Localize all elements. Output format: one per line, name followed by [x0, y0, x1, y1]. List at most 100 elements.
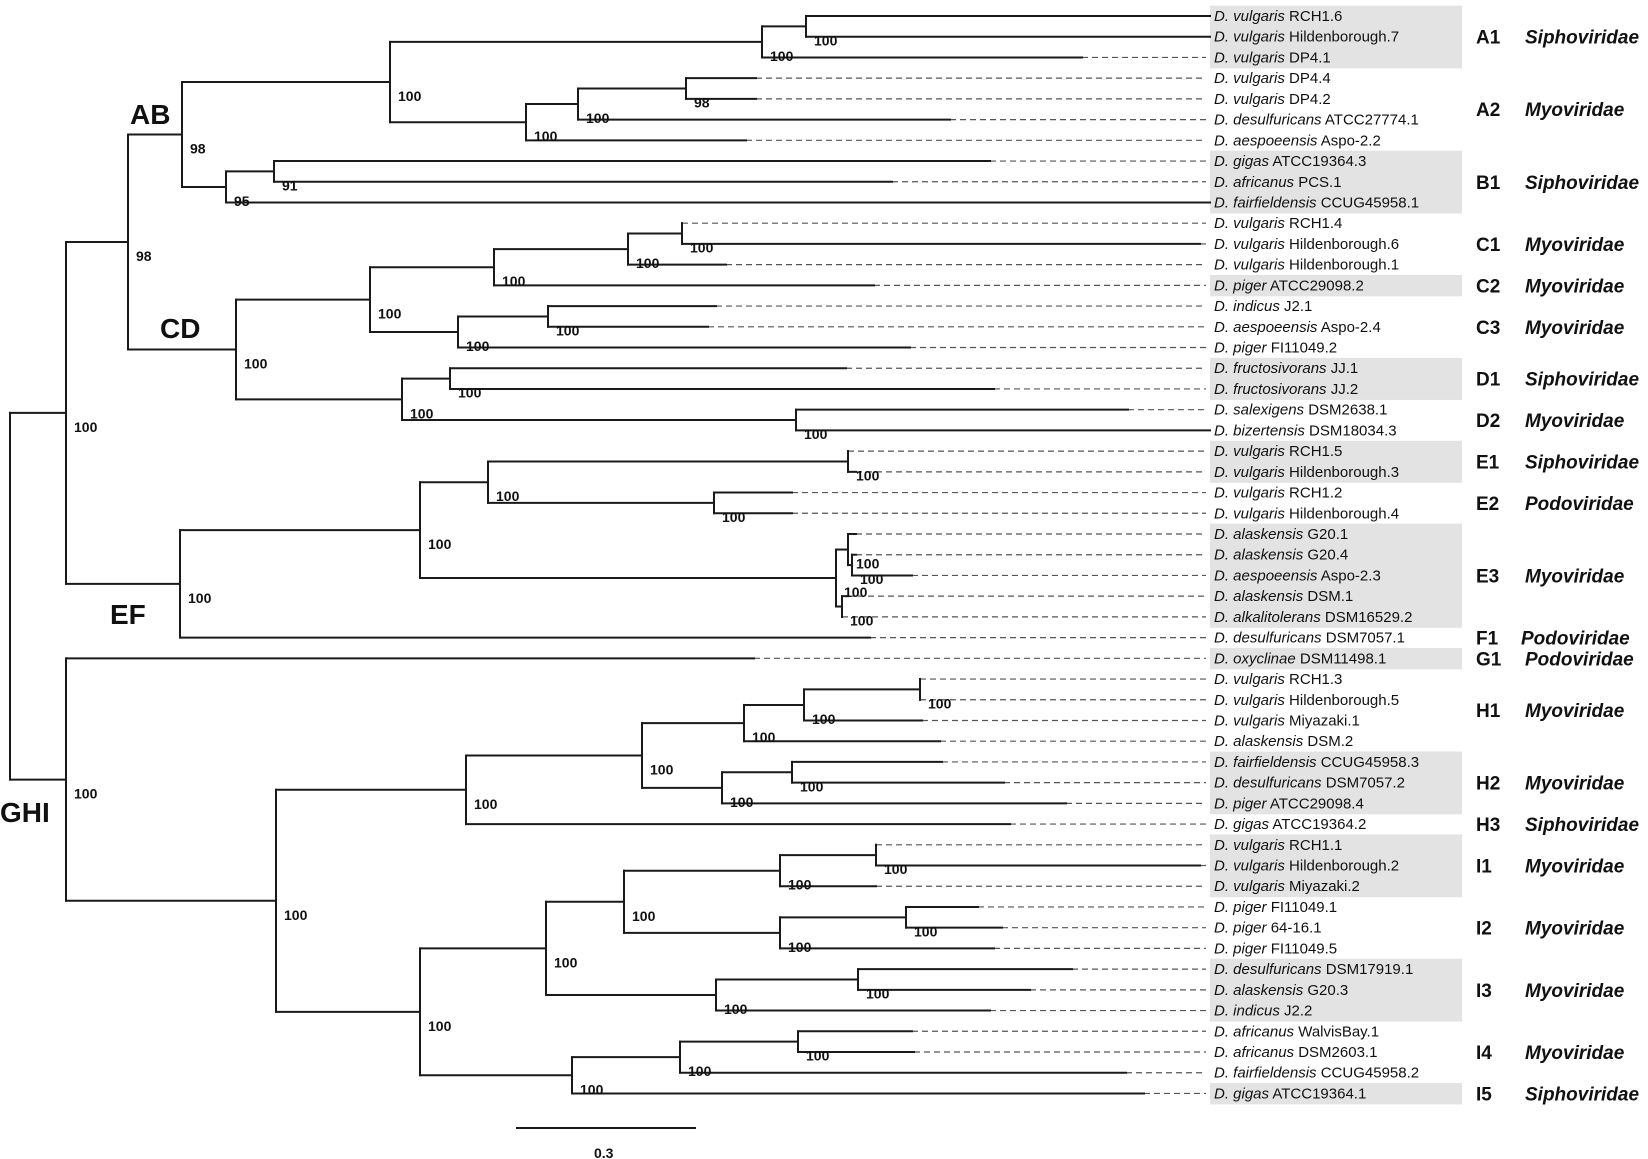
taxon-label: D. alaskensis DSM.1 — [1214, 588, 1353, 605]
family-name: Siphoviridae — [1525, 452, 1639, 473]
taxon-label: D. vulgaris Hildenborough.1 — [1214, 257, 1399, 274]
highlight-band — [1210, 772, 1462, 794]
bootstrap-value: 100 — [554, 954, 578, 970]
bootstrap-value: 100 — [466, 338, 490, 354]
taxon-label: D. indicus J2.2 — [1214, 1003, 1312, 1020]
taxon-label: D. bizertensis DSM18034.3 — [1214, 422, 1397, 439]
taxon-label: D. fairfieldensis CCUG45958.1 — [1214, 194, 1419, 211]
bootstrap-value: 100 — [410, 405, 434, 421]
family-name: Myoviridae — [1525, 276, 1625, 297]
taxon-label: D. fructosivorans JJ.1 — [1214, 360, 1358, 377]
family-name: Myoviridae — [1525, 318, 1625, 339]
taxon-label: D. vulgaris Hildenborough.3 — [1214, 464, 1399, 481]
group-code: I3 — [1476, 981, 1492, 1002]
bootstrap-value: 100 — [856, 556, 880, 572]
bootstrap-value: 100 — [458, 385, 482, 401]
group-code: C1 — [1476, 235, 1501, 256]
taxon-label: D. vulgaris DP4.4 — [1214, 70, 1331, 87]
bootstrap-value: 100 — [860, 571, 884, 587]
taxon-label: D. vulgaris Hildenborough.2 — [1214, 858, 1399, 875]
family-name: Siphoviridae — [1525, 28, 1639, 49]
highlight-band — [1210, 192, 1462, 214]
highlight-band — [1210, 26, 1462, 48]
highlight-band — [1210, 834, 1462, 856]
bootstrap-value: 100 — [188, 590, 212, 606]
family-name: Myoviridae — [1525, 235, 1625, 256]
family-name: Myoviridae — [1525, 857, 1625, 878]
group-code: H1 — [1476, 701, 1501, 722]
highlight-band — [1210, 793, 1462, 815]
highlight-band — [1210, 979, 1462, 1001]
highlight-band — [1210, 958, 1462, 981]
group-code: B1 — [1476, 173, 1501, 194]
taxon-label: D. vulgaris RCH1.5 — [1214, 443, 1342, 460]
highlight-band — [1210, 875, 1462, 898]
group-code: E1 — [1476, 452, 1500, 473]
taxon-label: D. fructosivorans JJ.2 — [1214, 381, 1358, 398]
taxon-label: D. vulgaris RCH1.3 — [1214, 671, 1342, 688]
bootstrap-value: 100 — [788, 939, 812, 955]
group-code: F1 — [1476, 629, 1499, 650]
scale-bar-label: 0.3 — [594, 1145, 614, 1159]
taxon-label: D. piger FI11049.1 — [1214, 899, 1337, 916]
taxon-label: D. vulgaris Hildenborough.4 — [1214, 505, 1399, 522]
family-name: Myoviridae — [1525, 411, 1625, 432]
bootstrap-value: 100 — [474, 796, 498, 812]
family-name: Podoviridae — [1525, 649, 1634, 670]
group-code: C3 — [1476, 318, 1500, 339]
taxon-label: D. desulfuricans DSM7057.2 — [1214, 775, 1405, 792]
taxon-label: D. desulfuricans ATCC27774.1 — [1214, 112, 1419, 129]
taxon-label: D. oxyclinae DSM11498.1 — [1214, 650, 1386, 667]
highlight-band — [1210, 585, 1462, 608]
taxon-label: D. vulgaris DP4.2 — [1214, 91, 1331, 108]
bootstrap-value: 100 — [814, 32, 838, 48]
taxon-label: D. africanus PCS.1 — [1214, 174, 1342, 191]
taxon-label: D. gigas ATCC19364.1 — [1214, 1085, 1366, 1102]
bootstrap-value: 100 — [730, 794, 754, 810]
bootstrap-value: 100 — [722, 509, 746, 525]
bootstrap-value: 100 — [244, 355, 268, 371]
family-name: Myoviridae — [1525, 566, 1625, 587]
taxon-label: D. alkalitolerans DSM16529.2 — [1214, 609, 1412, 626]
taxon-label: D. aespoeensis Aspo-2.3 — [1214, 567, 1381, 584]
bootstrap-value: 100 — [914, 923, 938, 939]
bootstrap-value: 100 — [74, 786, 98, 802]
group-code: H2 — [1476, 774, 1500, 795]
taxon-label: D. vulgaris Hildenborough.5 — [1214, 692, 1399, 709]
bootstrap-value: 98 — [136, 248, 152, 264]
taxon-label: D. vulgaris RCH1.6 — [1214, 8, 1342, 25]
group-code: I2 — [1476, 919, 1492, 940]
taxon-label: D. fairfieldensis CCUG45958.3 — [1214, 754, 1419, 771]
group-labels: A1 Siphoviridae A2 Myoviridae B1 Siphoviridae… — [1476, 28, 1639, 1106]
bootstrap-value: 91 — [282, 177, 298, 193]
bootstrap-value: 98 — [694, 95, 710, 111]
bootstrap-value: 100 — [502, 273, 526, 289]
group-code: E3 — [1476, 566, 1499, 587]
bootstrap-value: 100 — [788, 877, 812, 893]
family-name: Siphoviridae — [1525, 370, 1639, 391]
bootstrap-value: 100 — [812, 711, 836, 727]
highlight-band — [1210, 378, 1462, 400]
bootstrap-value: 100 — [580, 1081, 604, 1097]
group-code: I1 — [1476, 857, 1492, 878]
highlight-band — [1210, 150, 1462, 172]
bootstrap-value: 100 — [74, 419, 98, 435]
highlight-band — [1210, 5, 1462, 27]
bootstrap-value: 100 — [770, 48, 794, 64]
bootstrap-value: 100 — [496, 488, 520, 504]
bootstrap-value: 100 — [428, 536, 452, 552]
taxon-label: D. vulgaris RCH1.1 — [1214, 837, 1342, 854]
group-code: I4 — [1476, 1043, 1492, 1064]
family-name: Podoviridae — [1525, 494, 1634, 515]
bootstrap-value: 100 — [688, 1063, 712, 1079]
highlight-band — [1210, 647, 1462, 670]
extension-lines — [682, 56, 1206, 1095]
bootstrap-value: 100 — [586, 110, 610, 126]
bootstrap-value: 100 — [690, 240, 714, 256]
bootstrap-value: 100 — [856, 467, 880, 483]
bootstrap-value: 100 — [844, 584, 868, 600]
highlight-band — [1210, 440, 1462, 463]
bootstrap-value: 100 — [806, 1048, 830, 1064]
bootstrap-value: 100 — [398, 88, 422, 104]
taxon-label: D. gigas ATCC19364.2 — [1214, 816, 1366, 833]
